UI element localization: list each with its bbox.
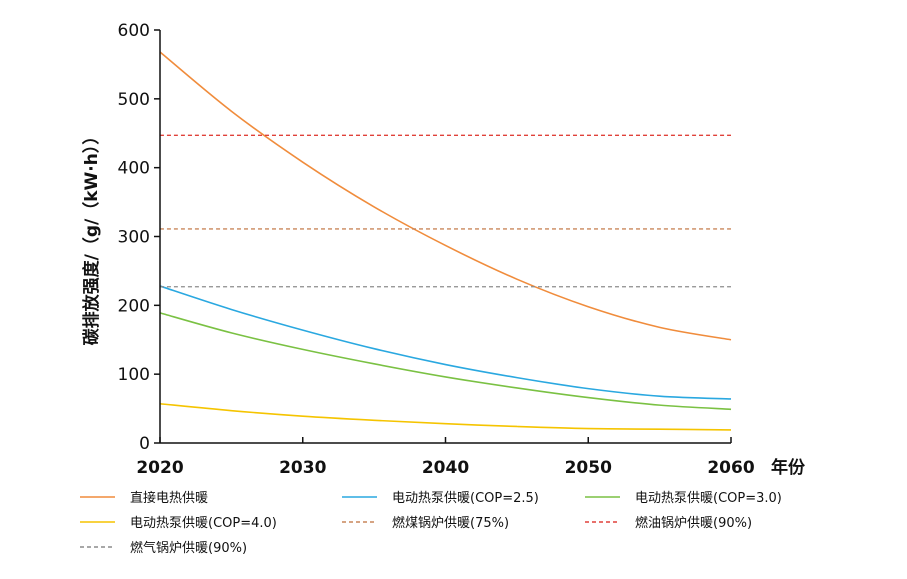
plot-lines	[159, 51, 732, 431]
legend: 直接电热供暖 电动热泵供暖(COP=2.5) 电动热泵供暖(COP=3.0) 电动热泵…	[80, 490, 782, 556]
x-tick-label: 2020	[136, 458, 183, 478]
y-tick-label: 500	[118, 90, 150, 110]
legend-label-5: 燃油锅炉供暖(90%)	[635, 515, 752, 531]
series-line-1	[159, 285, 732, 400]
x-axis-title: 年份	[771, 457, 806, 478]
y-tick-label: 300	[118, 228, 150, 248]
y-ticks: 0 100 200 300 400 500 600	[118, 21, 160, 454]
series-line-2	[159, 312, 732, 411]
x-tick-label: 2050	[565, 458, 612, 478]
legend-label-2: 电动热泵供暖(COP=3.0)	[635, 491, 782, 506]
legend-label-4: 燃煤锅炉供暖(75%)	[392, 515, 509, 531]
y-tick-label: 200	[118, 296, 150, 316]
legend-label-0: 直接电热供暖	[130, 490, 208, 506]
legend-label-3: 电动热泵供暖(COP=4.0)	[130, 516, 277, 531]
series-line-3	[159, 402, 732, 431]
y-tick-label: 0	[139, 434, 150, 454]
y-axis-title: 碳排放强度/（g/（kW·h））	[81, 128, 102, 346]
y-tick-label: 600	[118, 21, 150, 41]
x-ticks: 2020 2030 2040 2050 2060	[136, 437, 755, 478]
x-tick-label: 2030	[279, 458, 326, 478]
axes	[159, 30, 731, 444]
x-tick-label: 2040	[422, 458, 469, 478]
y-tick-label: 400	[118, 159, 150, 179]
series-line-0	[159, 51, 732, 341]
legend-label-6: 燃气锅炉供暖(90%)	[130, 540, 247, 556]
y-tick-label: 100	[118, 365, 150, 385]
x-tick-label: 2060	[707, 458, 754, 478]
legend-label-1: 电动热泵供暖(COP=2.5)	[392, 491, 539, 506]
